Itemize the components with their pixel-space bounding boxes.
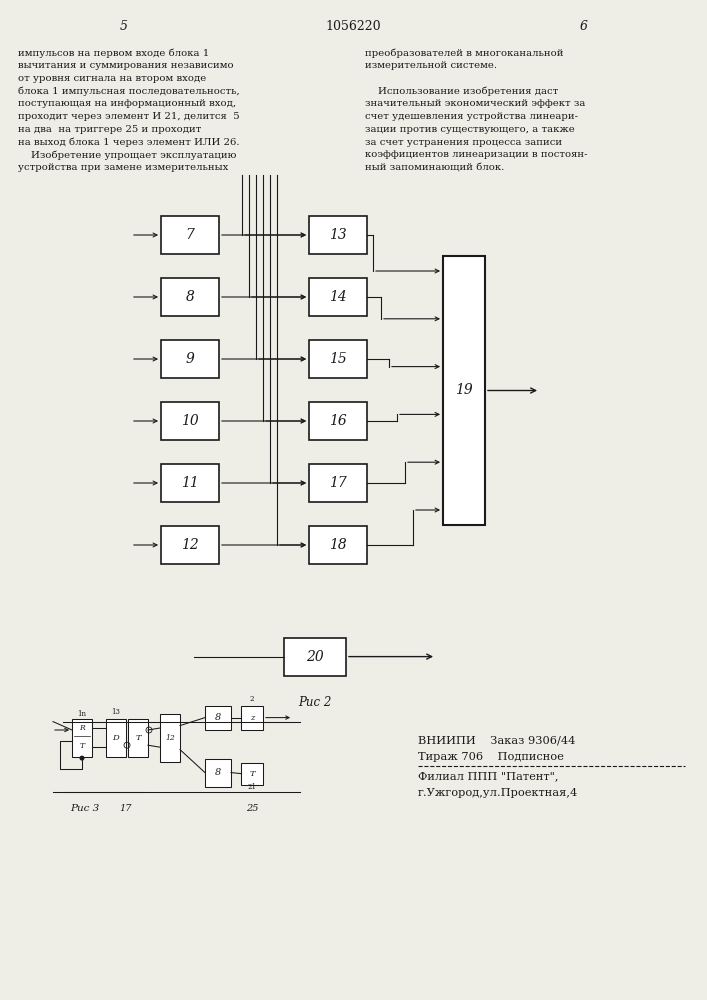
Bar <box>309 402 367 440</box>
Text: Рис 2: Рис 2 <box>298 696 332 709</box>
Text: 6: 6 <box>579 19 588 32</box>
Text: коэффициентов линеаризации в постоян-: коэффициентов линеаризации в постоян- <box>365 150 588 159</box>
Bar <box>161 402 219 440</box>
Text: за счет устранения процесса записи: за счет устранения процесса записи <box>365 138 562 147</box>
Text: Филиал ППП "Патент",: Филиал ППП "Патент", <box>418 772 559 782</box>
Text: 1056220: 1056220 <box>326 19 381 32</box>
Bar <box>309 216 367 254</box>
Text: поступающая на информационный вход,: поступающая на информационный вход, <box>18 99 236 108</box>
Text: счет удешевления устройства линеари-: счет удешевления устройства линеари- <box>365 112 578 121</box>
Bar <box>161 216 219 254</box>
Text: ный запоминающий блок.: ный запоминающий блок. <box>365 163 504 172</box>
Text: 18: 18 <box>329 538 347 552</box>
Text: Изобретение упрощает эксплуатацию: Изобретение упрощает эксплуатацию <box>18 150 236 160</box>
Text: измерительной системе.: измерительной системе. <box>365 61 497 70</box>
Text: 25: 25 <box>246 804 258 813</box>
Text: 2: 2 <box>250 695 255 703</box>
Text: 21: 21 <box>247 783 257 791</box>
Text: 17: 17 <box>329 476 347 490</box>
Bar <box>160 714 180 762</box>
Text: 13: 13 <box>112 708 120 716</box>
Text: проходит через элемент И 21, делится  5: проходит через элемент И 21, делится 5 <box>18 112 240 121</box>
Bar <box>309 526 367 564</box>
Text: T: T <box>249 770 255 778</box>
Bar <box>161 526 219 564</box>
Text: 8: 8 <box>215 713 221 722</box>
Bar <box>161 278 219 316</box>
Bar <box>309 278 367 316</box>
Text: блока 1 импульсная последовательность,: блока 1 импульсная последовательность, <box>18 86 240 96</box>
Bar <box>309 464 367 502</box>
Bar <box>205 706 231 730</box>
Text: 16: 16 <box>329 414 347 428</box>
Bar <box>106 719 126 757</box>
Text: 1n: 1n <box>78 710 86 718</box>
Text: R: R <box>79 724 85 732</box>
Text: Использование изобретения даст: Использование изобретения даст <box>365 86 559 96</box>
Bar <box>309 340 367 378</box>
Text: 19: 19 <box>455 383 473 397</box>
Bar <box>284 638 346 676</box>
Text: T: T <box>79 742 85 750</box>
Bar <box>161 464 219 502</box>
Text: вычитания и суммирования независимо: вычитания и суммирования независимо <box>18 61 233 70</box>
Text: устройства при замене измерительных: устройства при замене измерительных <box>18 163 228 172</box>
Text: 11: 11 <box>181 476 199 490</box>
Text: 12: 12 <box>181 538 199 552</box>
Text: 20: 20 <box>306 650 324 664</box>
Text: 7: 7 <box>185 228 194 242</box>
Text: на два  на триггере 25 и проходит: на два на триггере 25 и проходит <box>18 125 201 134</box>
Text: 5: 5 <box>119 19 128 32</box>
Text: ВНИИПИ    Заказ 9306/44: ВНИИПИ Заказ 9306/44 <box>418 736 575 746</box>
Bar <box>443 256 485 525</box>
Text: z: z <box>250 714 255 722</box>
Text: 8: 8 <box>185 290 194 304</box>
Bar <box>161 340 219 378</box>
Text: 9: 9 <box>185 352 194 366</box>
Text: на выход блока 1 через элемент ИЛИ 26.: на выход блока 1 через элемент ИЛИ 26. <box>18 138 240 147</box>
Bar <box>128 719 148 757</box>
Bar <box>72 719 92 757</box>
Circle shape <box>79 756 85 761</box>
Text: г.Ужгород,ул.Проектная,4: г.Ужгород,ул.Проектная,4 <box>418 788 578 798</box>
Bar <box>241 706 263 730</box>
Text: 17: 17 <box>119 804 132 813</box>
Text: 13: 13 <box>329 228 347 242</box>
Text: преобразователей в многоканальной: преобразователей в многоканальной <box>365 48 563 57</box>
Text: 12: 12 <box>165 734 175 742</box>
Text: Тираж 706    Подписное: Тираж 706 Подписное <box>418 752 564 762</box>
Text: 10: 10 <box>181 414 199 428</box>
Text: 15: 15 <box>329 352 347 366</box>
Text: 8: 8 <box>215 768 221 777</box>
Text: от уровня сигнала на втором входе: от уровня сигнала на втором входе <box>18 74 206 83</box>
Bar <box>241 763 263 785</box>
Text: Рис 3: Рис 3 <box>71 804 100 813</box>
Text: T: T <box>135 734 141 742</box>
Bar <box>205 759 231 787</box>
Text: значительный экономический эффект за: значительный экономический эффект за <box>365 99 585 108</box>
Text: импульсов на первом входе блока 1: импульсов на первом входе блока 1 <box>18 48 209 57</box>
Text: 14: 14 <box>329 290 347 304</box>
Text: зации против существующего, а также: зации против существующего, а также <box>365 125 575 134</box>
Text: D: D <box>112 734 119 742</box>
